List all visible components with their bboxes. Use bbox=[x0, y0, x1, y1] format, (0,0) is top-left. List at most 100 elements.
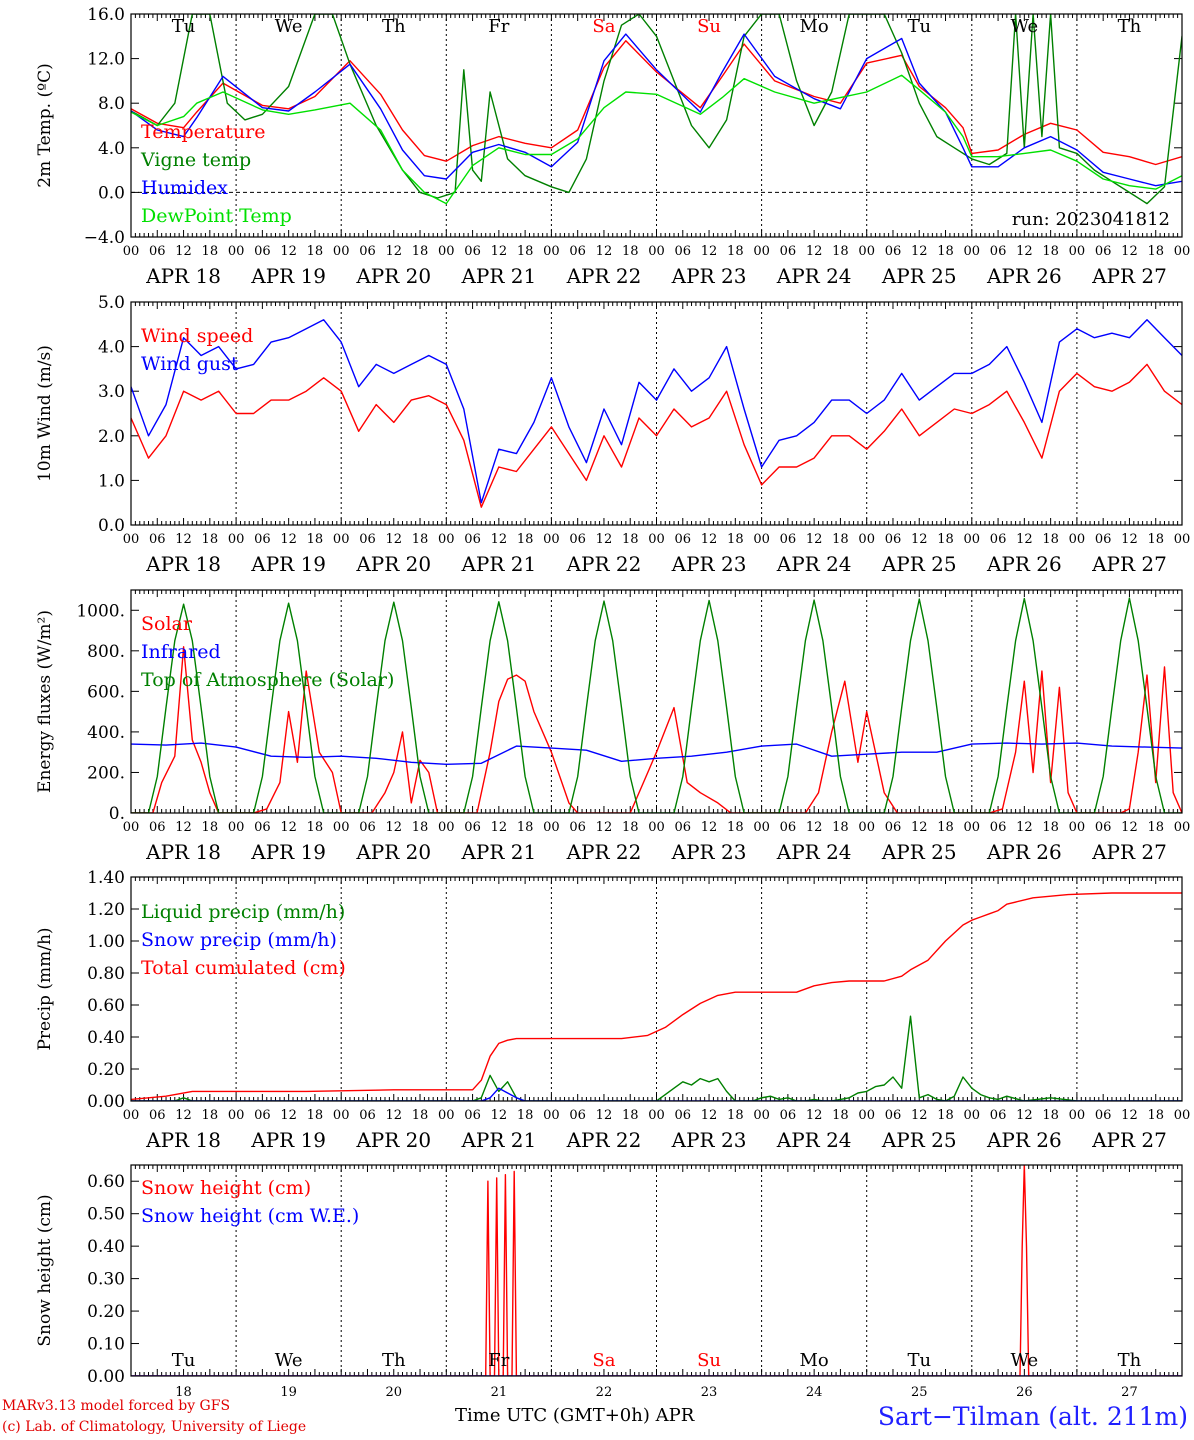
date-label: APR 20 bbox=[355, 264, 431, 288]
y-tick-label: 0.40 bbox=[87, 1028, 125, 1048]
y-tick-label: 0.50 bbox=[87, 1205, 125, 1225]
legend-entry: Temperature bbox=[141, 121, 265, 143]
date-label: APR 21 bbox=[460, 552, 536, 576]
hour-tick-label: 12 bbox=[911, 820, 928, 835]
hour-tick-label: 06 bbox=[1095, 532, 1112, 547]
series-line-solar bbox=[131, 646, 1182, 813]
panel-5: 0.00 0.10 0.20 0.30 0.40 0.50 0.60 Snow height … bbox=[35, 1164, 1183, 1400]
hour-tick-label: 00 bbox=[1069, 532, 1086, 547]
hour-tick-label: 18 bbox=[1042, 532, 1059, 547]
hour-tick-label: 12 bbox=[491, 532, 508, 547]
hour-tick-label: 18 bbox=[1042, 820, 1059, 835]
legend-entry: Vigne temp bbox=[140, 149, 251, 171]
legend-entry: DewPoint Temp bbox=[141, 205, 292, 227]
date-label: APR 27 bbox=[1091, 552, 1167, 576]
hour-tick-label: 12 bbox=[1016, 532, 1033, 547]
y-tick-label: 12.0 bbox=[87, 50, 125, 70]
series-line-infrared bbox=[131, 742, 1182, 765]
hour-tick-label: 18 bbox=[1042, 1108, 1059, 1123]
series-line-vigne-temp bbox=[131, 14, 1182, 205]
hour-tick-label: 12 bbox=[1016, 820, 1033, 835]
date-label: APR 21 bbox=[460, 840, 536, 864]
hour-tick-label: 18 bbox=[412, 1108, 429, 1123]
hour-tick-label: 00 bbox=[648, 820, 665, 835]
hour-tick-label: 06 bbox=[569, 532, 586, 547]
hour-tick-label: 06 bbox=[990, 532, 1007, 547]
day-number-label: 26 bbox=[1016, 1385, 1033, 1400]
hour-tick-label: 00 bbox=[753, 1108, 770, 1123]
date-label: APR 24 bbox=[776, 552, 852, 576]
plot-frame bbox=[130, 13, 1183, 238]
y-tick-label: 0.10 bbox=[87, 1335, 125, 1355]
hour-tick-label: 12 bbox=[1016, 244, 1033, 259]
hour-tick-label: 06 bbox=[990, 244, 1007, 259]
hour-tick-label: 18 bbox=[517, 1108, 534, 1123]
hour-tick-label: 18 bbox=[832, 820, 849, 835]
hour-tick-label: 18 bbox=[1147, 532, 1164, 547]
y-axis-title: 2m Temp. (ºC) bbox=[35, 63, 55, 188]
day-number-label: 20 bbox=[385, 1385, 402, 1400]
legend-entry: Solar bbox=[141, 613, 193, 635]
y-tick-label: 0.60 bbox=[87, 996, 125, 1016]
hour-tick-label: 18 bbox=[307, 1108, 324, 1123]
hour-tick-label: 18 bbox=[622, 244, 639, 259]
weekday-label: Tu bbox=[907, 1350, 931, 1371]
hour-tick-label: 00 bbox=[123, 532, 140, 547]
y-tick-label: 400. bbox=[87, 723, 125, 743]
hour-tick-label: 18 bbox=[727, 820, 744, 835]
weekday-label: Mo bbox=[800, 1350, 829, 1371]
hour-tick-label: 00 bbox=[858, 244, 875, 259]
hour-tick-label: 18 bbox=[307, 820, 324, 835]
date-label: APR 18 bbox=[145, 1128, 221, 1152]
y-tick-label: 1.20 bbox=[87, 900, 125, 920]
hour-tick-label: 00 bbox=[543, 820, 560, 835]
hour-tick-label: 18 bbox=[727, 532, 744, 547]
hour-tick-label: 06 bbox=[990, 820, 1007, 835]
hour-tick-label: 00 bbox=[1174, 820, 1191, 835]
hour-tick-label: 00 bbox=[1069, 820, 1086, 835]
date-label: APR 18 bbox=[145, 264, 221, 288]
hour-tick-label: 12 bbox=[280, 532, 297, 547]
hour-tick-label: 18 bbox=[202, 532, 219, 547]
hour-tick-label: 00 bbox=[964, 1108, 981, 1123]
weekday-label: Tu bbox=[907, 16, 931, 37]
hour-tick-label: 00 bbox=[964, 820, 981, 835]
series-group bbox=[131, 597, 1182, 813]
weekday-label: We bbox=[275, 16, 303, 37]
hour-tick-label: 06 bbox=[1095, 820, 1112, 835]
date-label: APR 18 bbox=[145, 840, 221, 864]
hour-tick-label: 06 bbox=[149, 820, 166, 835]
weekday-label: We bbox=[1011, 16, 1039, 37]
hour-tick-label: 12 bbox=[911, 532, 928, 547]
legend-entry: Total cumulated (cm) bbox=[141, 957, 346, 979]
date-label: APR 21 bbox=[460, 1128, 536, 1152]
weekday-label: Th bbox=[1118, 16, 1142, 37]
hour-tick-label: 12 bbox=[385, 244, 402, 259]
hour-tick-label: 12 bbox=[596, 820, 613, 835]
date-label: APR 19 bbox=[250, 552, 326, 576]
hour-tick-label: 18 bbox=[622, 1108, 639, 1123]
hour-tick-label: 00 bbox=[228, 820, 245, 835]
hour-tick-label: 18 bbox=[832, 532, 849, 547]
hour-tick-label: 18 bbox=[202, 820, 219, 835]
day-number-label: 19 bbox=[280, 1385, 297, 1400]
legend-entry: Top of Atmosphere (Solar) bbox=[141, 669, 394, 691]
hour-tick-label: 06 bbox=[990, 1108, 1007, 1123]
series-line-temperature bbox=[131, 40, 1182, 166]
panel-4: 0.00 0.20 0.40 0.60 0.80 1.00 1.20 1.40 Precip (… bbox=[35, 868, 1190, 1152]
day-number-label: 24 bbox=[806, 1385, 823, 1400]
series-group bbox=[131, 14, 1182, 205]
date-label: APR 23 bbox=[671, 1128, 747, 1152]
hour-tick-label: 12 bbox=[1121, 244, 1138, 259]
date-label: APR 26 bbox=[986, 1128, 1062, 1152]
credit-line-1: MARv3.13 model forced by GFS bbox=[2, 1398, 231, 1414]
hour-tick-label: 06 bbox=[675, 244, 692, 259]
plot-frame bbox=[130, 589, 1183, 814]
hour-tick-label: 18 bbox=[517, 532, 534, 547]
hour-tick-label: 00 bbox=[1174, 532, 1191, 547]
date-label: APR 24 bbox=[776, 1128, 852, 1152]
hour-tick-label: 00 bbox=[438, 1108, 455, 1123]
hour-tick-label: 12 bbox=[385, 820, 402, 835]
hour-tick-label: 12 bbox=[911, 1108, 928, 1123]
hour-tick-label: 12 bbox=[175, 244, 192, 259]
